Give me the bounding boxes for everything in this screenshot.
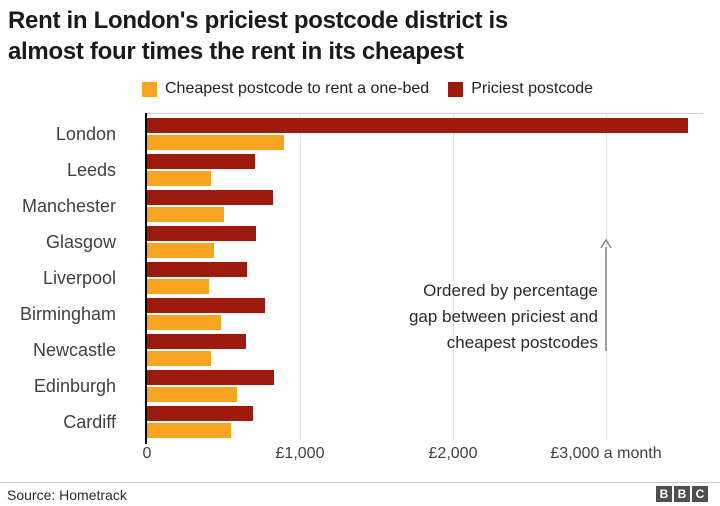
bar-cheapest-liverpool <box>147 279 209 294</box>
category-label-liverpool: Liverpool <box>42 268 116 288</box>
order-annotation-line1: Ordered by percentage <box>423 281 598 300</box>
legend-item-cheapest: Cheapest postcode to rent a one-bed <box>142 80 429 98</box>
category-label-glasgow: Glasgow <box>45 232 116 252</box>
bar-cheapest-leeds <box>147 171 212 186</box>
plot-top-border <box>147 113 703 114</box>
bbc-logo-letter: B <box>674 486 690 502</box>
x-tick-2000: £2,000 <box>428 445 478 462</box>
legend-label-priciest: Priciest postcode <box>471 80 594 97</box>
bar-cheapest-birmingham <box>147 315 222 330</box>
bar-priciest-edinburgh <box>147 370 274 385</box>
up-arrow-icon <box>600 239 612 351</box>
gridline-1000 <box>300 113 301 440</box>
bar-cheapest-manchester <box>147 207 225 222</box>
bar-priciest-liverpool <box>147 262 248 277</box>
bar-priciest-london <box>147 118 688 133</box>
bar-priciest-manchester <box>147 190 274 205</box>
category-label-edinburgh: Edinburgh <box>33 376 116 396</box>
bar-cheapest-edinburgh <box>147 387 238 402</box>
chart-title-line2: almost four times the rent in its cheape… <box>8 38 464 65</box>
category-label-birmingham: Birmingham <box>19 304 116 324</box>
gridline-2000 <box>453 113 454 440</box>
category-label-newcastle: Newcastle <box>32 340 116 360</box>
legend: Cheapest postcode to rent a one-bed Pric… <box>142 80 593 98</box>
cheapest-swatch-icon <box>142 81 157 97</box>
order-annotation-line2: gap between priciest and <box>408 307 598 326</box>
category-label-leeds: Leeds <box>66 160 116 180</box>
category-label-london: London <box>55 124 116 144</box>
bbc-logo: B B C <box>654 486 708 502</box>
footer-divider <box>0 482 720 483</box>
x-tick-1000: £1,000 <box>275 445 325 462</box>
bar-priciest-birmingham <box>147 298 265 313</box>
order-annotation: Ordered by percentage gap between pricie… <box>338 278 598 356</box>
chart-title-line1: Rent in London's priciest postcode distr… <box>8 7 508 34</box>
chart-title: Rent in London's priciest postcode distr… <box>8 5 714 67</box>
order-annotation-line3: cheapest postcodes <box>446 333 598 352</box>
bar-priciest-glasgow <box>147 226 256 241</box>
bar-cheapest-glasgow <box>147 243 214 258</box>
y-axis-line <box>145 113 147 444</box>
bar-priciest-leeds <box>147 154 255 169</box>
source-credit: Source: Hometrack <box>7 487 127 503</box>
bar-chart: London Leeds Manchester Glasgow Liverpool Bir… <box>0 113 720 478</box>
bbc-logo-letter: B <box>656 486 672 502</box>
priciest-swatch-icon <box>448 81 464 97</box>
bar-priciest-cardiff <box>147 406 253 421</box>
legend-label-cheapest: Cheapest postcode to rent a one-bed <box>165 80 430 97</box>
category-label-manchester: Manchester <box>21 196 116 216</box>
x-tick-3000: £3,000 a month <box>550 445 662 462</box>
bar-priciest-newcastle <box>147 334 247 349</box>
x-tick-0: 0 <box>142 445 152 462</box>
category-label-cardiff: Cardiff <box>63 412 116 432</box>
legend-item-priciest: Priciest postcode <box>448 80 593 98</box>
bar-cheapest-london <box>147 135 284 150</box>
bbc-logo-letter: C <box>692 486 708 502</box>
bar-cheapest-cardiff <box>147 423 232 438</box>
bar-cheapest-newcastle <box>147 351 212 366</box>
